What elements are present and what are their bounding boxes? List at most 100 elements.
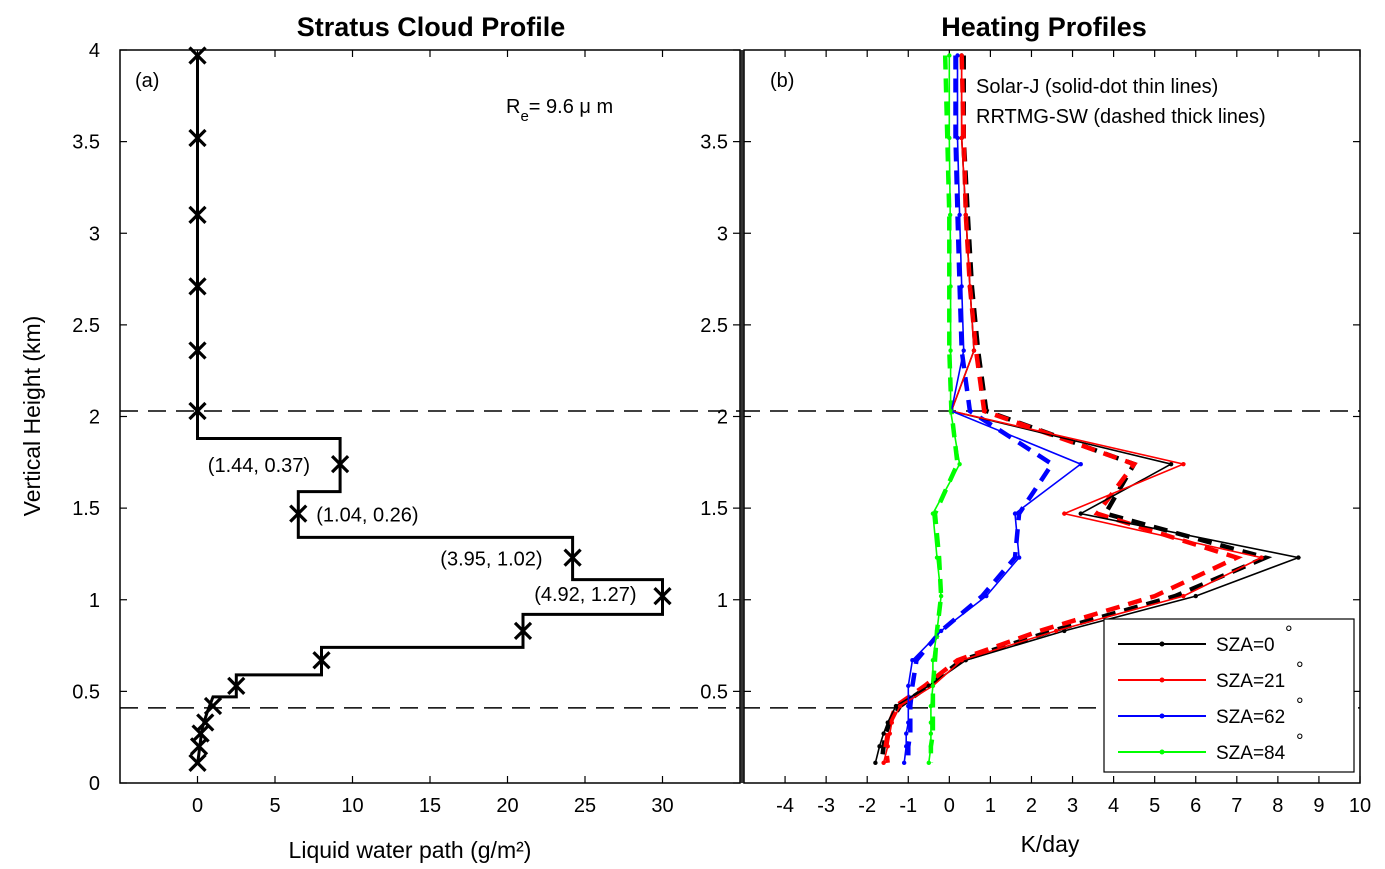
lwp-point-label: (3.95, 1.02) bbox=[440, 549, 542, 571]
lwp-marker bbox=[188, 753, 207, 772]
solarj-point-sza-84 bbox=[948, 348, 953, 353]
solarj-point-sza-21 bbox=[963, 212, 968, 218]
lwp-marker bbox=[312, 651, 331, 670]
solarj-point-sza-84 bbox=[948, 408, 953, 414]
solarj-point-sza-21 bbox=[959, 53, 964, 58]
legend-label: SZA=84 bbox=[1216, 743, 1286, 764]
solarj-point-sza-21 bbox=[1053, 628, 1059, 634]
annotation-solarj: Solar-J (solid-dot thin lines) bbox=[976, 76, 1218, 98]
panel-b-xtick-label: 4 bbox=[1108, 795, 1119, 817]
solarj-point-sza-84 bbox=[928, 720, 934, 725]
solarj-point-sza-21 bbox=[1181, 593, 1186, 599]
solarj-point-sza-84 bbox=[930, 658, 936, 663]
panel-b-ytick-label: 2 bbox=[717, 407, 728, 429]
solarj-point-sza-21 bbox=[887, 731, 892, 736]
solarj-point-sza-62 bbox=[906, 703, 911, 709]
solarj-point-sza-62 bbox=[938, 628, 944, 634]
panel-b-xtick-label: -1 bbox=[899, 795, 917, 817]
lwp-marker bbox=[563, 548, 582, 567]
panel-a-ytick-label: 3 bbox=[89, 223, 100, 245]
solarj-point-sza-62 bbox=[961, 348, 966, 353]
lwp-marker bbox=[196, 713, 215, 732]
rrtmg-line-sza-84 bbox=[928, 55, 960, 763]
solarj-point-sza-84 bbox=[947, 135, 952, 141]
lwp-marker bbox=[188, 341, 207, 360]
solarj-point-sza-84 bbox=[928, 744, 934, 749]
solarj-point-sza-0 bbox=[1296, 555, 1301, 560]
solarj-point-sza-21 bbox=[1062, 511, 1067, 516]
solarj-point-sza-62 bbox=[955, 135, 960, 141]
panel-b-xtick-label: 1 bbox=[985, 795, 996, 817]
panel-a-ytick-label: 4 bbox=[89, 40, 100, 62]
solarj-point-sza-84 bbox=[947, 53, 952, 58]
solarj-point-sza-62 bbox=[957, 212, 962, 218]
solarj-point-sza-0 bbox=[885, 720, 890, 725]
solarj-point-sza-62 bbox=[906, 720, 911, 725]
lwp-marker bbox=[289, 504, 308, 523]
solarj-point-sza-62 bbox=[904, 744, 909, 749]
solarj-point-sza-62 bbox=[1078, 461, 1083, 467]
solarj-point-sza-62 bbox=[901, 760, 907, 766]
solarj-point-sza-0 bbox=[877, 744, 882, 749]
lwp-marker bbox=[227, 676, 246, 696]
lwp-marker bbox=[188, 401, 207, 421]
lwp-marker bbox=[188, 46, 207, 65]
solarj-point-sza-0 bbox=[1062, 628, 1067, 634]
legend-swatch-dot bbox=[1159, 749, 1165, 755]
panel-b-xtick-label: 7 bbox=[1231, 795, 1242, 817]
solarj-point-sza-21 bbox=[1259, 555, 1264, 560]
solarj-point-sza-0 bbox=[1078, 511, 1083, 516]
solarj-point-sza-0 bbox=[893, 703, 899, 709]
panel-a-ytick-label: 0 bbox=[89, 773, 100, 795]
lwp-point-label: (1.44, 0.37) bbox=[208, 455, 310, 477]
legend-swatch-dot bbox=[1159, 677, 1165, 683]
lwp-marker bbox=[653, 586, 672, 606]
panel-b-xlabel: K/day bbox=[1021, 831, 1080, 857]
panel-b-xtick-label: -4 bbox=[776, 795, 794, 817]
solarj-point-sza-62 bbox=[1012, 511, 1018, 516]
solarj-point-sza-21 bbox=[885, 744, 890, 749]
lwp-marker bbox=[188, 277, 207, 296]
panel-b-ytick-label: 2.5 bbox=[700, 315, 728, 337]
legend-degree: ° bbox=[1296, 695, 1304, 716]
lwp-marker bbox=[188, 205, 207, 225]
solarj-point-sza-84 bbox=[928, 731, 934, 736]
solarj-point-sza-84 bbox=[934, 555, 940, 560]
annotation-rrtmg: RRTMG-SW (dashed thick lines) bbox=[976, 106, 1266, 128]
solarj-point-sza-62 bbox=[906, 683, 911, 689]
lwp-marker bbox=[189, 737, 209, 756]
panel-b-title: Heating Profiles bbox=[941, 12, 1147, 42]
panel-a-ytick-label: 2 bbox=[89, 407, 100, 429]
solarj-point-sza-21 bbox=[967, 284, 973, 289]
solarj-point-sza-62 bbox=[959, 284, 964, 289]
panel-b-xtick-label: 9 bbox=[1313, 795, 1324, 817]
panel-a-ytick-label: 1 bbox=[89, 590, 100, 612]
legend-label: SZA=0 bbox=[1216, 635, 1275, 656]
solarj-point-sza-62 bbox=[1016, 555, 1022, 560]
panel-a-ytick-label: 3.5 bbox=[72, 132, 100, 154]
solarj-line-sza-62 bbox=[903, 55, 1083, 763]
panel-b-xtick-label: -3 bbox=[817, 795, 835, 817]
rrtmg-line-sza-62 bbox=[906, 55, 1056, 763]
re-annotation: Re= 9.6 μ m bbox=[506, 96, 613, 125]
legend: SZA=0 ° SZA=21 ° SZA=62 ° SZA=84 ° bbox=[1103, 618, 1355, 773]
solarj-point-sza-21 bbox=[889, 720, 895, 725]
lwp-point-label: (4.92, 1.27) bbox=[534, 584, 636, 606]
legend-degree: ° bbox=[1296, 659, 1304, 680]
panel-b-xtick-label: -2 bbox=[858, 795, 876, 817]
panel-b-xtick-label: 6 bbox=[1190, 795, 1201, 817]
lwp-step-profile bbox=[196, 55, 664, 765]
solarj-point-sza-0 bbox=[1193, 593, 1198, 599]
solarj-point-sza-84 bbox=[938, 593, 944, 599]
solarj-point-sza-62 bbox=[984, 593, 989, 599]
solarj-point-sza-21 bbox=[897, 703, 903, 709]
solarj-point-sza-84 bbox=[934, 628, 940, 634]
panel-a-ytick-label: 1.5 bbox=[72, 498, 100, 520]
panel-b-xtick-label: 5 bbox=[1149, 795, 1160, 817]
panel-a-xtick-label: 10 bbox=[341, 795, 363, 817]
panel-a-xlabel: Liquid water path (g/m²) bbox=[289, 837, 532, 863]
solarj-point-sza-84 bbox=[930, 683, 936, 689]
solarj-point-sza-62 bbox=[910, 658, 915, 663]
solarj-point-sza-21 bbox=[971, 348, 977, 353]
